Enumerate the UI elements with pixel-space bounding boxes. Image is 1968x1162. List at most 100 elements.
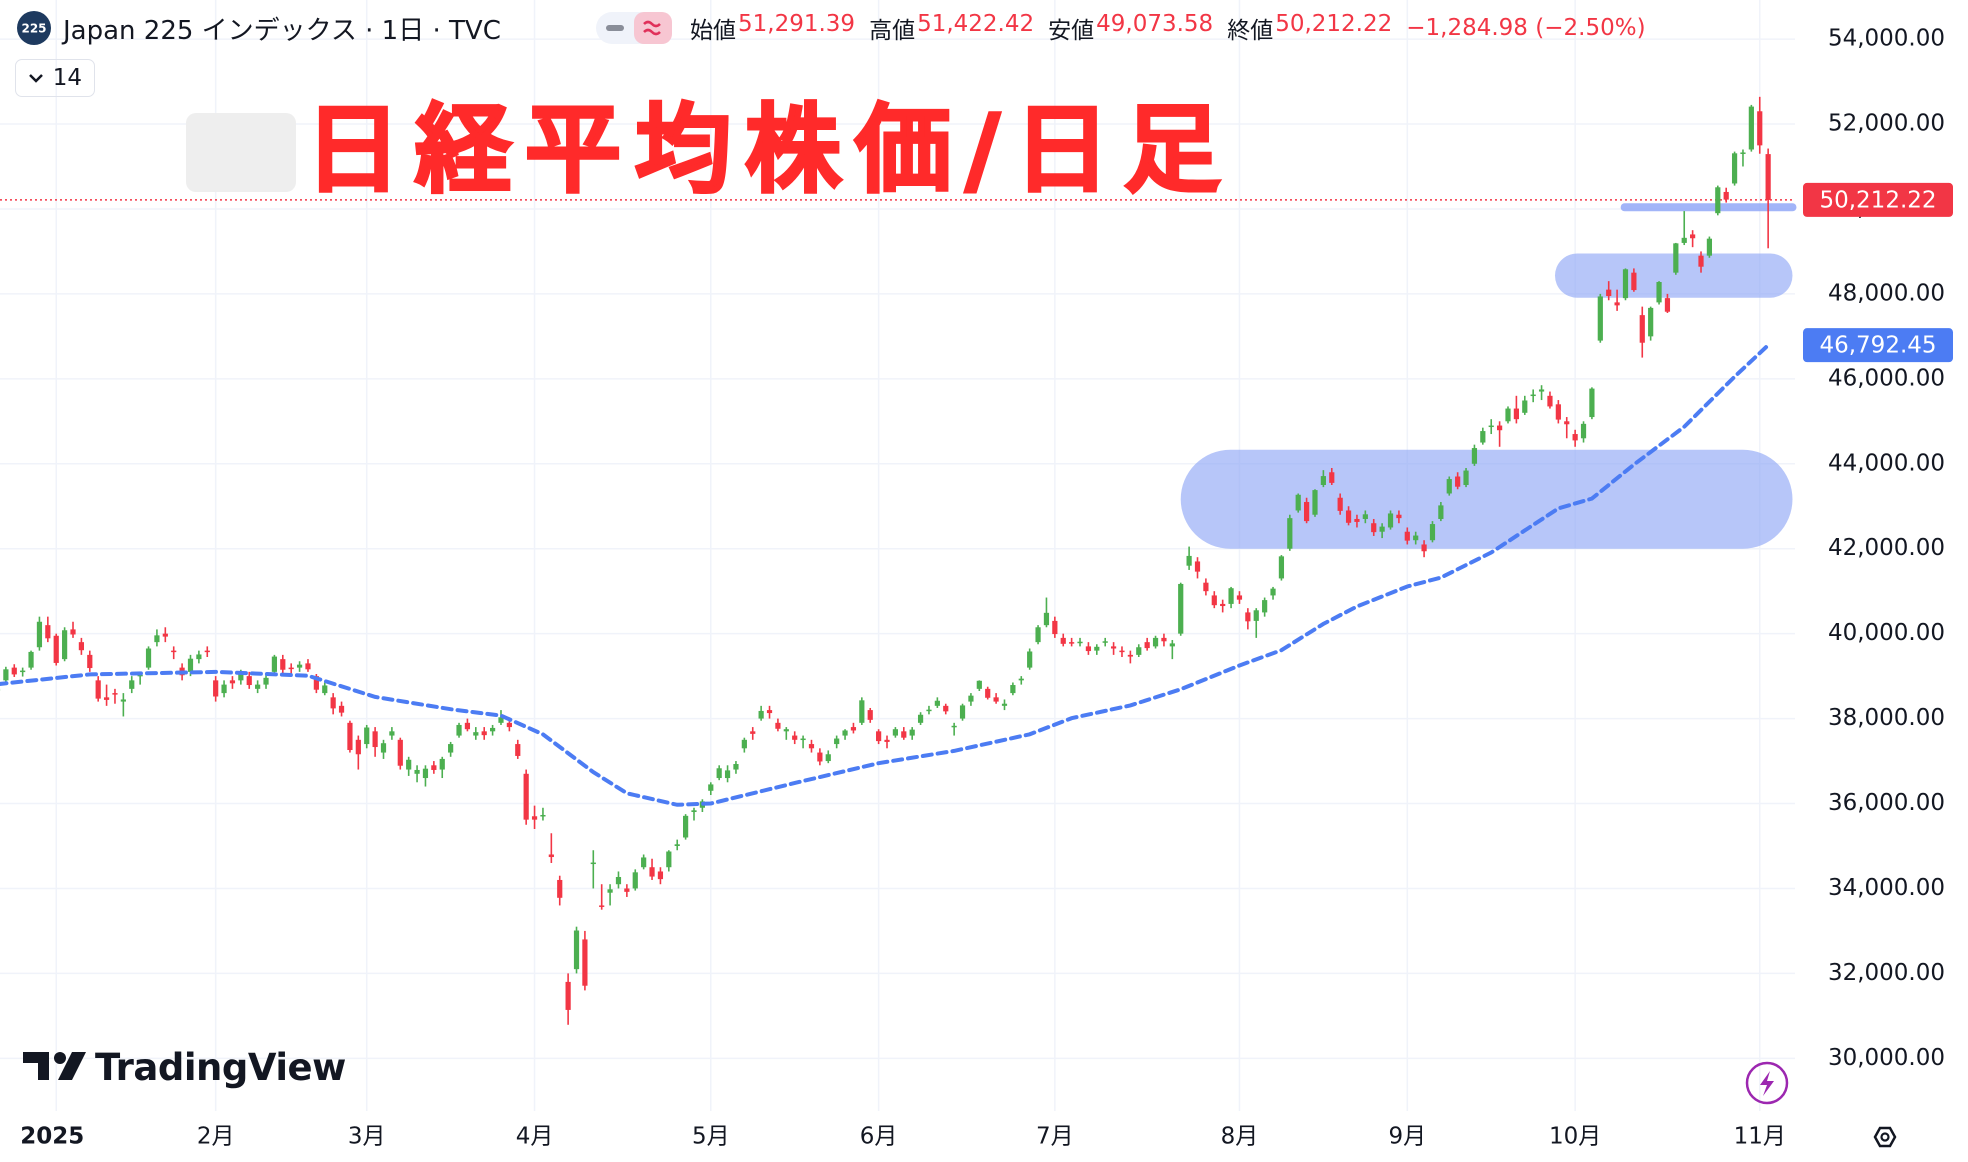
- candle-body: [624, 888, 630, 892]
- candle-body: [221, 684, 227, 694]
- candle-body: [632, 872, 638, 889]
- candle-body: [758, 710, 764, 719]
- candle-body: [1186, 555, 1192, 566]
- candle-body: [448, 744, 454, 753]
- candle-body: [917, 714, 924, 723]
- candle-body: [901, 731, 907, 738]
- candle-body: [87, 654, 93, 669]
- y-tick-label: 48,000.00: [1828, 280, 1945, 306]
- candle-body: [1513, 408, 1519, 420]
- candle-body: [1253, 610, 1259, 621]
- candle-body: [305, 663, 311, 670]
- candle-body: [1278, 556, 1285, 579]
- candle-body: [1236, 595, 1243, 600]
- candle-body: [1765, 154, 1771, 200]
- candle-body: [120, 699, 126, 702]
- candle-body: [834, 738, 840, 745]
- x-tick-label: 5月: [692, 1124, 730, 1150]
- y-tick-label: 42,000.00: [1828, 535, 1945, 561]
- candle-body: [926, 709, 932, 712]
- candle-body: [372, 731, 378, 748]
- y-tick-label: 38,000.00: [1828, 705, 1945, 731]
- candle-body: [414, 769, 420, 774]
- x-tick-label: 6月: [860, 1124, 898, 1150]
- compare-pill[interactable]: [634, 12, 672, 44]
- candle-body: [1077, 641, 1083, 644]
- x-tick-label: 3月: [348, 1124, 386, 1150]
- y-tick-label: 30,000.00: [1828, 1045, 1945, 1071]
- candle-body: [582, 939, 588, 986]
- candle-body: [531, 816, 538, 820]
- candle-body: [1379, 526, 1385, 532]
- candle-body: [1547, 395, 1553, 407]
- candle-body: [3, 669, 9, 681]
- candle-body: [951, 725, 957, 728]
- candle-body: [1673, 243, 1679, 273]
- axes: 30,000.00 32,000.00 34,000.00 36,000.00 38,0…: [20, 26, 1953, 1150]
- candle-body: [1690, 234, 1696, 239]
- candle-body: [213, 680, 219, 697]
- symbol-badge-text: 225: [21, 22, 46, 36]
- candle-body: [1043, 612, 1050, 626]
- candle-body: [1320, 476, 1326, 486]
- y-tick-label: 40,000.00: [1828, 620, 1945, 646]
- candle-body: [817, 752, 823, 762]
- field-label: 始値: [690, 18, 736, 44]
- candle-body: [1572, 434, 1578, 441]
- y-tick-label: 52,000.00: [1828, 111, 1945, 137]
- x-tick-label: 4月: [516, 1124, 554, 1150]
- candle-body: [1723, 191, 1729, 200]
- candle-body: [439, 758, 445, 770]
- candle-body: [112, 693, 118, 695]
- x-tick-label: 9月: [1388, 1124, 1426, 1150]
- candle-body: [1740, 152, 1746, 154]
- field: 始値 51,291.39: [690, 11, 855, 45]
- candle-body: [1538, 389, 1545, 392]
- candle-body: [943, 705, 949, 712]
- candle-body: [548, 854, 554, 858]
- candle-body: [1194, 561, 1201, 572]
- lightning-button[interactable]: [1745, 1061, 1789, 1105]
- x-tick-label: 2025: [20, 1124, 84, 1150]
- candle-body: [380, 743, 387, 753]
- settings-button[interactable]: [1873, 1126, 1897, 1148]
- chart-title: 日経平均株価/日足: [303, 94, 1235, 206]
- price-badge-label: 46,792.45: [1819, 333, 1936, 359]
- symbol-badge: [17, 11, 51, 45]
- candle-body: [78, 642, 85, 651]
- grid: [0, 0, 1795, 1111]
- candle-body: [1731, 153, 1738, 184]
- candle-body: [1144, 642, 1150, 649]
- price-badge: [1803, 328, 1953, 363]
- candle-body: [95, 680, 101, 699]
- ohlc-header: 始値 51,291.39 高値 51,422.42 安値 49,073.58 終値 50…: [690, 10, 1646, 46]
- field-value: 51,422.42: [917, 11, 1035, 37]
- candle-body: [338, 705, 345, 713]
- candle-body: [573, 930, 580, 970]
- field-value: 49,073.58: [1096, 11, 1214, 37]
- x-tick-label: 7月: [1036, 1124, 1074, 1150]
- field-label: 終値: [1227, 18, 1274, 44]
- candle-body: [347, 722, 353, 751]
- field: 高値 51,422.42: [869, 11, 1034, 45]
- candle-body: [1421, 544, 1427, 552]
- x-tick-label: 10月: [1549, 1124, 1601, 1150]
- candle-body: [1648, 307, 1654, 337]
- candle-body: [1555, 404, 1561, 420]
- candle-body: [1245, 612, 1251, 622]
- candle-body: [431, 765, 437, 770]
- moving-average: [0, 343, 1771, 807]
- candle-body: [1069, 642, 1075, 644]
- candle-body: [129, 680, 135, 689]
- candle-body: [1471, 448, 1478, 464]
- indicator-toggle[interactable]: 14: [15, 59, 95, 97]
- candle-body: [724, 770, 731, 779]
- candle-body: [1220, 603, 1226, 607]
- candle-body: [1706, 238, 1713, 256]
- candle-body: [1060, 637, 1066, 644]
- candle-body: [1102, 641, 1108, 643]
- candle-body: [11, 667, 17, 675]
- candle-body: [28, 651, 34, 668]
- field-value: 50,212.22: [1275, 11, 1393, 37]
